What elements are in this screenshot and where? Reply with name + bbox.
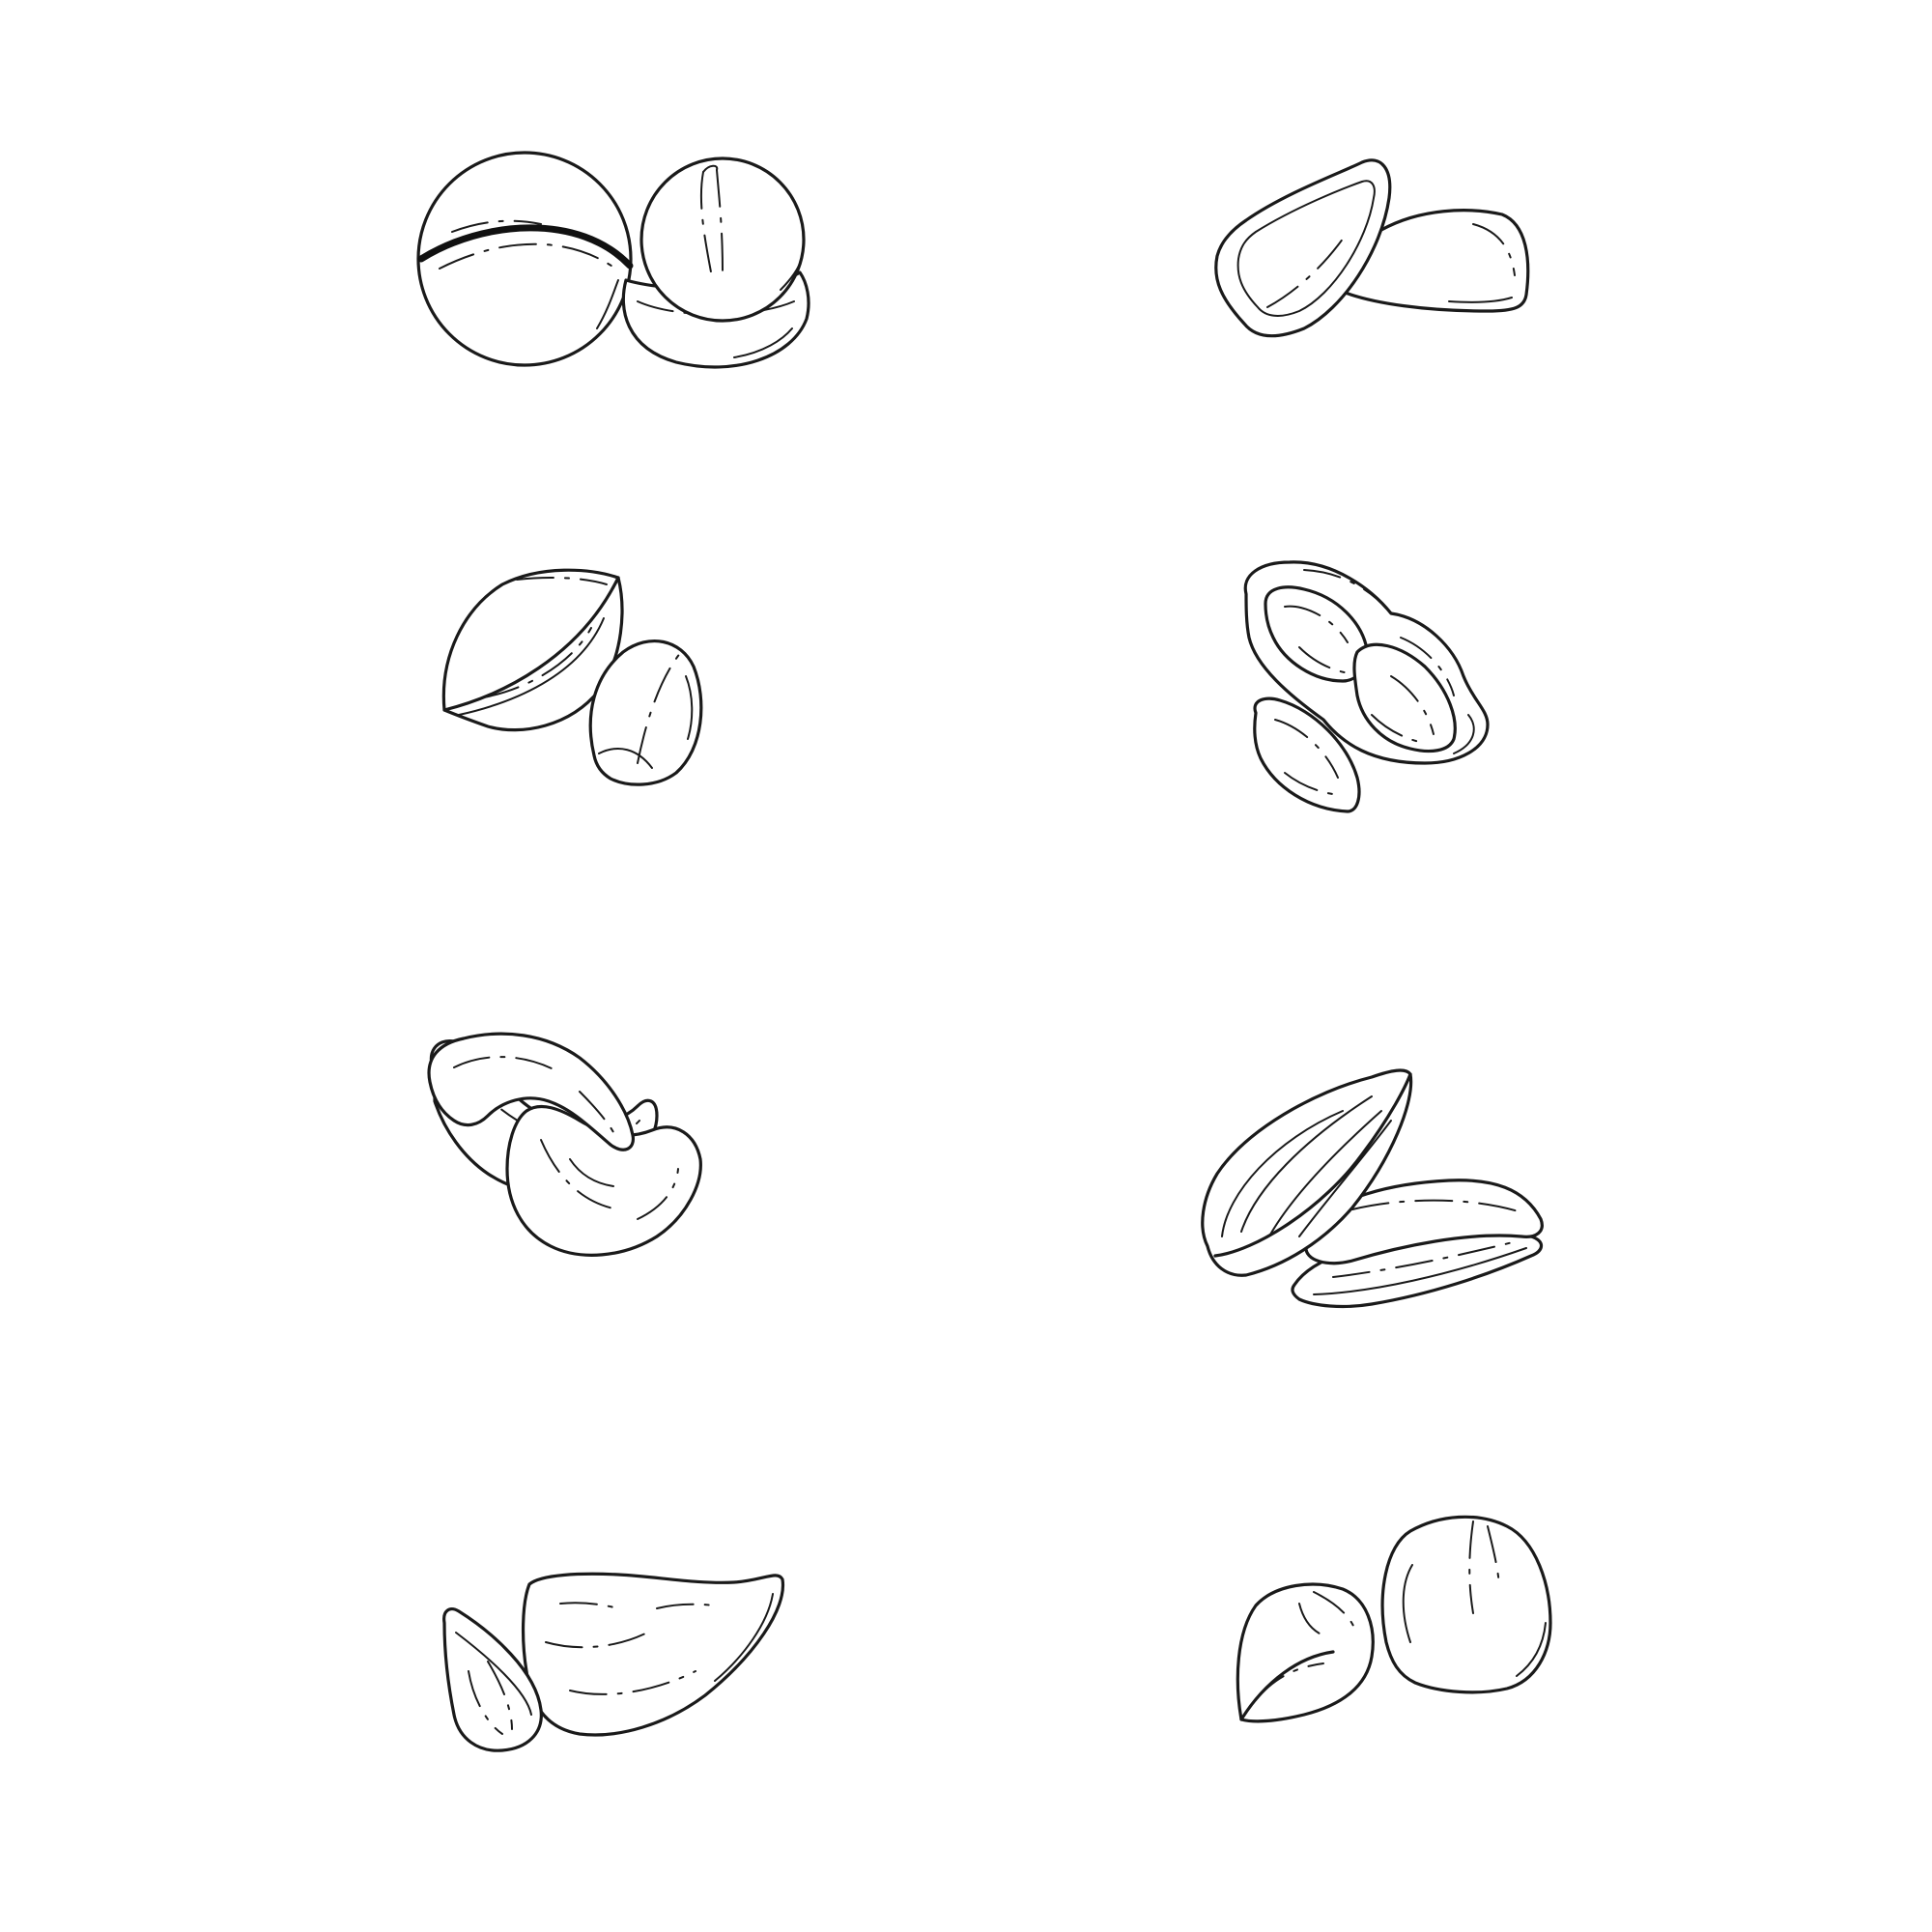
cashews-icon [427,1032,702,1257]
hazelnuts-icon [1236,1515,1552,1723]
brazil-nut-and-coffee-bean-icon [441,568,703,786]
macadamia-nuts-icon [416,151,810,369]
pine-nuts-icon [1214,158,1530,338]
almond-and-brazil-nut-icon [442,1572,785,1752]
sunflower-seeds-icon [1201,1068,1544,1309]
peanuts-icon [1243,560,1490,813]
